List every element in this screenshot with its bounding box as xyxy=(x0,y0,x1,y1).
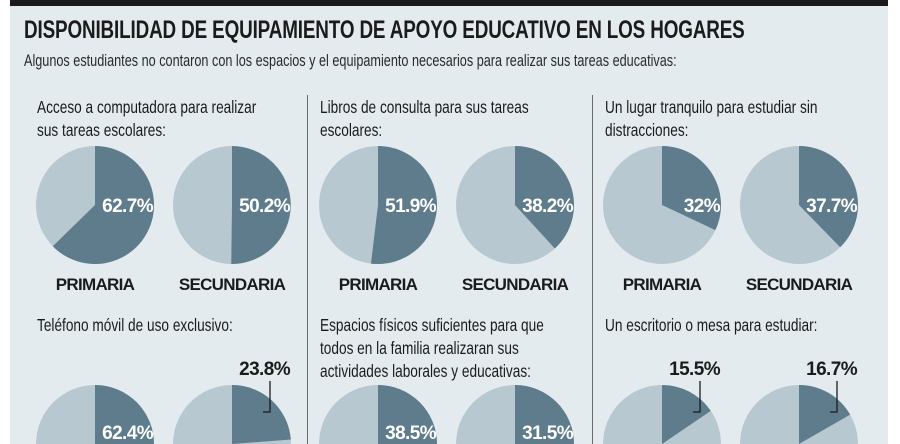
pie-value-label: 23.8% xyxy=(239,359,291,380)
pie-value-label: 37.7% xyxy=(806,196,858,217)
chart-heading: escolares: xyxy=(320,120,383,140)
leader-line xyxy=(693,381,701,413)
column-divider xyxy=(307,95,308,444)
pie-slice-value xyxy=(95,385,154,444)
chart-heading: todos en la familia realizaran sus xyxy=(320,338,519,358)
pie-value-label: 38.5% xyxy=(385,423,437,444)
chart-heading: actividades laborales y educativas: xyxy=(320,361,531,381)
infographic-panel xyxy=(10,0,888,444)
pie-slice-value xyxy=(515,385,574,444)
pie-slice-value xyxy=(378,385,437,444)
pie-slice-value xyxy=(52,146,155,264)
pie-value-label: 16.7% xyxy=(806,359,858,380)
chart-heading: distracciones: xyxy=(605,120,689,140)
pie-value-label: 32% xyxy=(684,196,721,217)
pie-slice-value xyxy=(662,146,721,231)
pie-slice-value xyxy=(662,385,711,444)
pie-slice-value xyxy=(799,146,858,248)
pie-category-label: PRIMARIA xyxy=(56,275,135,294)
chart-heading: Un escritorio o mesa para estudiar: xyxy=(605,315,818,335)
pie-category-label: PRIMARIA xyxy=(339,275,418,294)
pie-slice-value xyxy=(231,146,291,265)
chart-heading: Libros de consulta para sus tareas xyxy=(320,97,529,117)
top-rule xyxy=(10,0,888,6)
column-divider xyxy=(592,95,593,444)
chart-heading: Espacios físicos suficientes para que xyxy=(320,315,544,335)
chart-heading: Teléfono móvil de uso exclusivo: xyxy=(37,315,233,335)
pie-value-label: 62.4% xyxy=(102,423,154,444)
pie-category-label: PRIMARIA xyxy=(623,275,702,294)
chart-heading: sus tareas escolares: xyxy=(37,120,166,140)
pie-value-label: 62.7% xyxy=(102,196,154,217)
leader-line xyxy=(263,381,271,413)
leader-line xyxy=(830,381,838,413)
pie-slice-value xyxy=(515,146,574,249)
pie-slice-value xyxy=(370,146,437,264)
pie-category-label: SECUNDARIA xyxy=(179,275,286,294)
pie-value-label: 31.5% xyxy=(522,423,574,444)
pie-value-label: 51.9% xyxy=(385,196,437,217)
subtitle: Algunos estudiantes no contaron con los … xyxy=(24,51,677,70)
pie-value-label: 15.5% xyxy=(669,359,721,380)
chart-heading: Acceso a computadora para realizar xyxy=(37,97,257,117)
chart-heading: Un lugar tranquilo para estudiar sin xyxy=(605,97,818,117)
pie-slice-value xyxy=(232,385,291,444)
pie-value-label: 50.2% xyxy=(239,196,291,217)
page-title: DISPONIBILIDAD DE EQUIPAMIENTO DE APOYO … xyxy=(24,16,745,44)
pie-category-label: SECUNDARIA xyxy=(462,275,569,294)
pie-category-label: SECUNDARIA xyxy=(746,275,853,294)
pie-value-label: 38.2% xyxy=(522,196,574,217)
